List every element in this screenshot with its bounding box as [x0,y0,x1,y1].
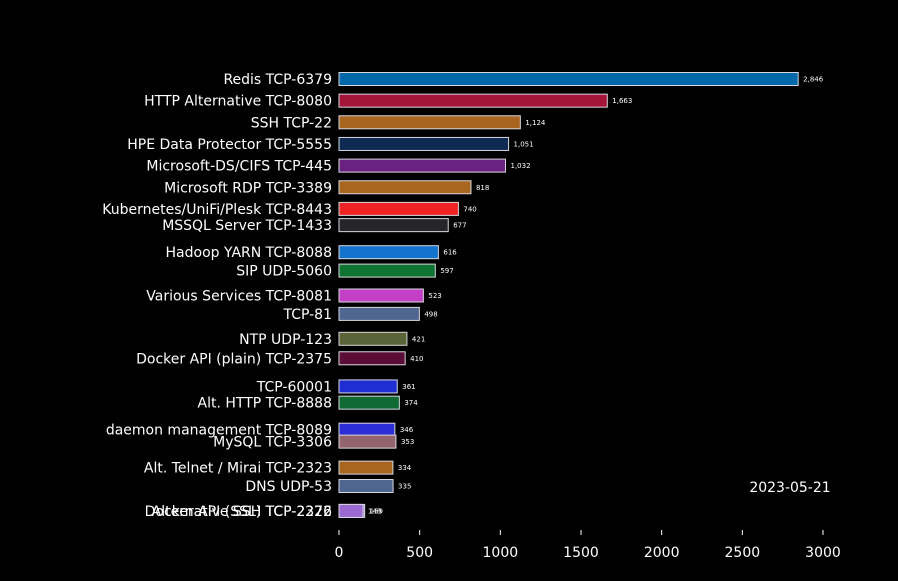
value-label-13: 410 [410,355,423,363]
bar-4 [338,158,506,173]
category-label-3: HPE Data Protector TCP-5555 [127,137,332,153]
category-label-0: Redis TCP-6379 [223,72,332,88]
x-axis: 0 500 1000 1500 2000 2500 3000 [335,530,841,561]
bars-layer [338,72,799,518]
value-label-1: 1,663 [612,97,632,105]
value-label-7: 677 [453,222,466,230]
category-label-5: Microsoft RDP TCP-3389 [164,180,332,196]
bar-21 [338,503,364,518]
bar-15 [338,395,400,410]
value-label-17: 353 [401,438,414,446]
x-tick-label-1: 500 [406,545,433,561]
category-label-7: MSSQL Server TCP-1433 [162,218,332,234]
category-label-21: Docker API (SSL) TCP-2376 [145,504,332,520]
x-tick-label-6: 3000 [805,545,841,561]
category-label-16: daemon management TCP-8089 [106,423,332,439]
bar-7 [338,218,449,233]
value-label-8: 616 [443,249,457,257]
category-label-19: DNS UDP-53 [245,479,332,495]
value-label-20: 159 [370,507,383,515]
x-tick-label-4: 2000 [644,545,680,561]
category-label-15: Alt. HTTP TCP-8888 [198,396,332,412]
x-tick-label-2: 1000 [483,545,519,561]
date-label: 2023-05-21 [749,480,830,496]
x-tick-label-3: 1500 [563,545,599,561]
bar-9 [338,263,436,278]
bar-14 [338,379,398,394]
category-label-10: Various Services TCP-8081 [146,289,332,305]
value-label-6: 740 [463,205,476,213]
x-tick-label-0: 0 [335,545,344,561]
bar-19 [338,479,394,494]
bar-18 [338,460,394,475]
bar-5 [338,180,472,195]
value-label-21: 149 [368,507,381,515]
value-label-3: 1,051 [514,140,534,148]
category-label-20: Alternative SSH TCP-2222 [152,504,332,520]
bar-2 [338,115,521,130]
category-label-6: Kubernetes/UniFi/Plesk TCP-8443 [102,202,332,218]
bar-3 [338,136,510,151]
category-label-4: Microsoft-DS/CIFS TCP-445 [146,159,332,175]
value-label-16: 346 [400,426,414,434]
bar-6 [338,201,459,216]
category-labels-layer: Redis TCP-6379 HTTP Alternative TCP-8080 S… [102,72,332,520]
bar-10 [338,288,424,303]
bar-12 [338,331,408,346]
value-label-4: 1,032 [510,162,530,170]
value-label-2: 1,124 [525,119,546,127]
bar-17 [338,434,397,449]
value-label-18: 334 [398,464,412,472]
category-label-1: HTTP Alternative TCP-8080 [144,94,332,110]
category-label-12: NTP UDP-123 [239,332,332,348]
value-label-14: 361 [402,383,415,391]
category-label-2: SSH TCP-22 [251,115,332,131]
value-label-12: 421 [412,335,425,343]
value-label-5: 818 [476,184,489,192]
value-labels-layer: 2,846 1,663 1,124 1,051 1,032 818 740 677 616 597… [368,76,824,516]
bar-0 [338,72,799,86]
bar-8 [338,245,439,260]
category-label-8: Hadoop YARN TCP-8088 [166,245,332,261]
bar-16 [338,422,396,437]
value-label-9: 597 [440,267,453,275]
category-label-13: Docker API (plain) TCP-2375 [136,351,332,367]
bar-11 [338,306,420,321]
category-label-14: TCP-60001 [256,379,332,395]
bar-13 [338,351,406,366]
category-label-11: TCP-81 [282,307,332,323]
value-label-10: 523 [428,292,441,300]
category-label-17: MySQL TCP-3306 [213,435,332,451]
value-label-15: 374 [404,399,418,407]
category-label-9: SIP UDP-5060 [236,264,332,280]
category-label-18: Alt. Telnet / Mirai TCP-2323 [144,461,332,477]
x-tick-label-5: 2500 [725,545,761,561]
value-label-19: 335 [398,483,411,491]
value-label-0: 2,846 [803,76,824,84]
value-label-11: 498 [424,310,437,318]
bar-1 [338,93,608,108]
